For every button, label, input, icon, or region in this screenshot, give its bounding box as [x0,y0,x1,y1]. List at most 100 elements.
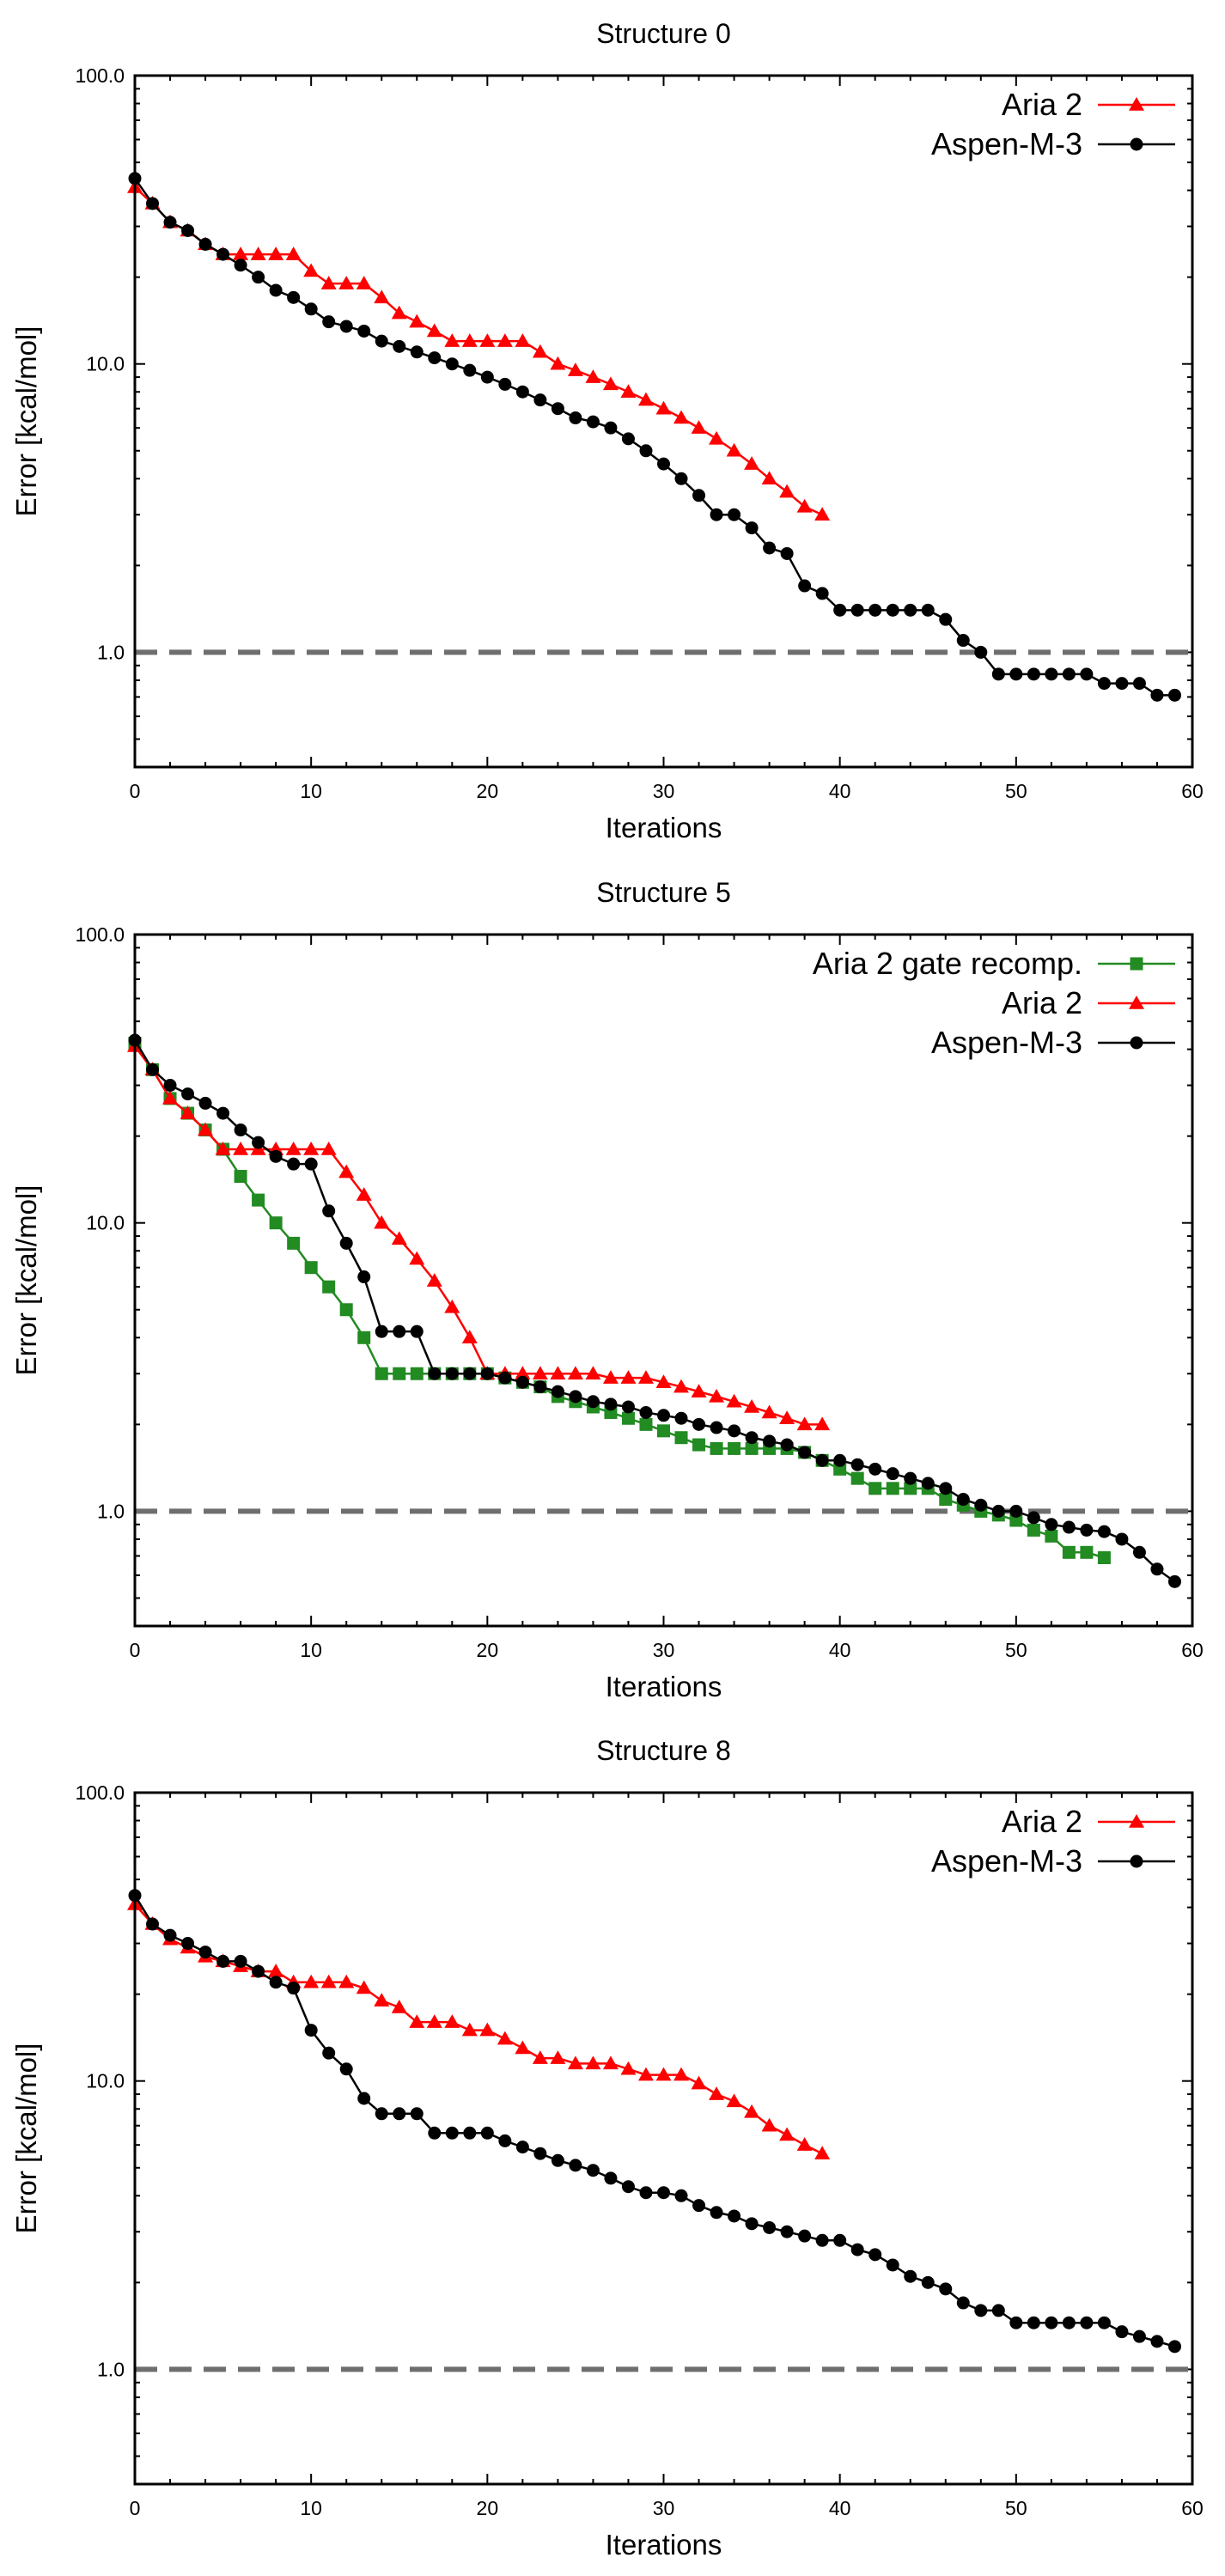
data-point-aria-2 [673,1379,690,1393]
data-point-aria-2 [673,2067,690,2081]
data-point-aspen-m-3 [1097,2316,1111,2329]
data-point-aspen-m-3 [234,1124,247,1137]
data-point-aspen-m-3 [833,2233,847,2247]
data-point-aria-2 [426,1273,442,1287]
y-tick-label: 10.0 [86,2070,125,2092]
data-point-aspen-m-3 [621,2180,635,2194]
data-point-aspen-m-3 [868,1462,882,1476]
data-point-aria-2 [532,344,548,358]
legend-marker-aspen-m-3 [1130,137,1143,151]
data-point-aria-2 [779,1410,795,1424]
data-point-aspen-m-3 [569,2159,582,2172]
chart-title: Structure 0 [596,18,731,49]
data-point-aria-2 [303,1974,320,1988]
data-point-aspen-m-3 [745,2217,759,2231]
data-point-aria-2 [374,289,390,304]
data-point-aria-2-gate-recomp [1062,1545,1076,1559]
data-point-aspen-m-3 [339,2062,353,2076]
data-point-aspen-m-3 [921,2275,935,2289]
data-point-aspen-m-3 [868,2248,882,2262]
series-aria-2 [127,179,831,521]
legend: Aria 2 gate recomp. Aria 2 Aspen-M-3 [813,946,1175,1060]
data-point-aspen-m-3 [745,521,759,535]
series-line-aria-2 [134,1045,823,1426]
data-point-aspen-m-3 [1045,667,1058,681]
data-point-aria-2-gate-recomp [904,1482,917,1495]
data-point-aria-2 [320,1974,337,1988]
data-point-aspen-m-3 [657,2186,670,2200]
data-point-aspen-m-3 [322,315,336,329]
x-tick-label: 10 [300,1639,322,1661]
data-point-aspen-m-3 [586,1395,600,1409]
data-point-aspen-m-3 [1115,2325,1129,2339]
data-point-aria-2-gate-recomp [339,1303,353,1317]
data-point-aria-2-gate-recomp [1097,1551,1111,1565]
series-line-aria-2 [134,186,823,516]
data-point-aria-2 [726,442,742,457]
data-point-aspen-m-3 [674,1411,688,1425]
series-line-aspen-m-3 [133,1039,1176,1583]
data-point-aspen-m-3 [798,2229,812,2243]
data-point-aspen-m-3 [445,2126,459,2140]
data-point-aria-2 [761,2117,777,2132]
data-point-aspen-m-3 [1150,2335,1164,2348]
data-point-aria-2 [744,1398,760,1413]
data-point-aspen-m-3 [1027,1511,1040,1525]
data-point-aspen-m-3 [921,603,935,617]
x-tick-label: 50 [1005,780,1027,802]
data-point-aria-2 [550,1366,566,1379]
data-point-aspen-m-3 [533,2147,547,2160]
data-point-aspen-m-3 [639,444,653,458]
data-point-aspen-m-3 [410,345,424,359]
data-point-aspen-m-3 [269,1976,283,1989]
data-point-aspen-m-3 [551,1385,564,1398]
data-point-aria-2 [637,1370,654,1384]
data-point-aria-2-gate-recomp [234,1170,247,1184]
data-point-aspen-m-3 [234,259,247,272]
data-point-aria-2-gate-recomp [287,1236,301,1250]
series-aria-2-gate-recomp [128,1036,1111,1565]
data-point-aspen-m-3 [480,370,494,384]
x-tick-label: 30 [653,1639,675,1661]
data-point-aspen-m-3 [886,603,899,617]
data-point-aspen-m-3 [904,603,917,617]
data-point-aspen-m-3 [287,290,301,304]
data-point-aria-2 [744,456,760,470]
data-point-aria-2 [691,2075,707,2090]
data-point-aspen-m-3 [639,1405,653,1419]
data-point-aspen-m-3 [428,351,442,365]
data-point-aspen-m-3 [181,1087,195,1101]
data-point-aria-2-gate-recomp [674,1431,688,1445]
data-point-aspen-m-3 [287,1982,301,1995]
data-point-aspen-m-3 [991,1504,1005,1518]
data-point-aria-2 [356,1187,372,1201]
data-point-aria-2 [320,1142,337,1155]
data-point-aria-2 [479,333,496,347]
data-point-aria-2 [426,323,442,338]
data-point-aria-2 [268,247,284,260]
data-point-aspen-m-3 [569,1390,582,1404]
series-aspen-m-3 [128,1033,1181,1588]
y-axis-label: Error [kcal/mol] [10,2043,42,2234]
data-point-aria-2 [814,507,831,521]
data-point-aria-2 [409,314,425,328]
data-point-aria-2 [709,2086,725,2100]
data-point-aspen-m-3 [745,1431,759,1445]
data-point-aria-2 [303,1142,320,1155]
data-point-aria-2 [180,1105,196,1119]
x-tick-label: 0 [130,1639,141,1661]
data-point-aspen-m-3 [357,324,371,338]
data-point-aspen-m-3 [1150,688,1164,702]
data-point-aria-2 [285,247,302,260]
data-point-aria-2 [391,305,407,320]
data-point-aria-2-gate-recomp [710,1441,723,1455]
chart-structure-8: Structure 8 0 10 20 30 40 50 60 1.0 10.0 100.0 Iter… [10,1735,1204,2561]
x-tick-label: 0 [130,780,141,802]
x-axis-label: Iterations [606,1671,722,1702]
data-point-aria-2 [233,247,249,260]
data-point-aspen-m-3 [939,2282,953,2296]
data-point-aspen-m-3 [1080,667,1094,681]
series-line-aria-2 [134,1903,823,2155]
data-point-aria-2 [744,2104,760,2118]
data-point-aria-2 [391,1231,407,1245]
